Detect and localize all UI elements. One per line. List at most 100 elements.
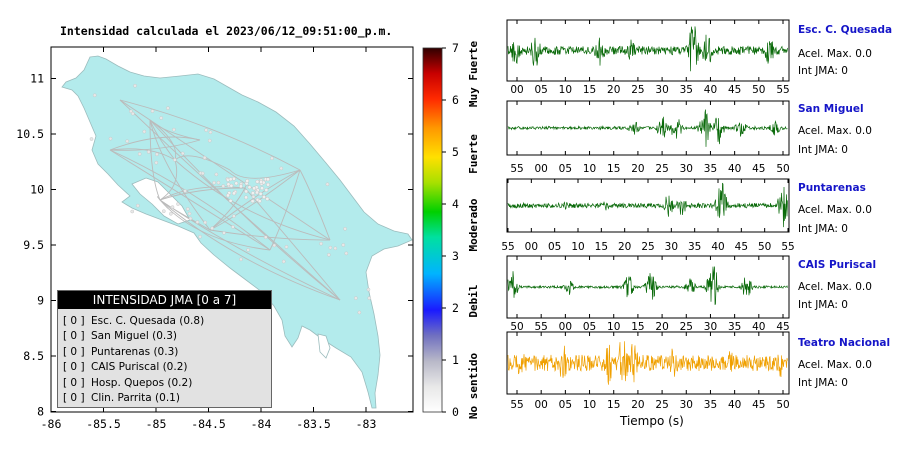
city-dot [208, 130, 213, 135]
road [159, 159, 178, 201]
city-dot [142, 129, 147, 134]
road [149, 119, 201, 141]
colorbar-level-label: Fuerte [467, 134, 480, 174]
city-dot [136, 203, 140, 208]
waveform-tick-label: 45 [752, 399, 765, 411]
legend-level: [ 0 ] [63, 392, 85, 405]
waveform-tick-label: 35 [704, 399, 717, 411]
city-dot [131, 111, 135, 116]
station-name: CAIS Puriscal [798, 259, 877, 271]
city-dot [150, 109, 155, 113]
legend-row: [ 0 ] Puntarenas (0.3) [63, 345, 271, 360]
waveform-tick-label: 45 [735, 241, 748, 253]
waveform-tick-label: 45 [776, 321, 789, 333]
city-dot [108, 136, 113, 141]
intensity-map-panel: Intensidad calculada el 2023/06/12_09:51… [16, 24, 480, 431]
city-dot [202, 155, 207, 160]
waveform-frame [506, 100, 790, 156]
road [244, 187, 341, 301]
colorbar-level-label: Debil [467, 284, 480, 317]
map-y-tick-label: 8 [37, 405, 44, 419]
waveform-tick-label: 40 [752, 321, 765, 333]
city-dot [251, 194, 256, 199]
waveform-tick-label: 50 [758, 241, 771, 253]
map-x-tick-label: -85 [146, 417, 167, 431]
map-x-tick-label: -83.5 [296, 417, 331, 431]
waveform-trace [507, 109, 788, 147]
waveform-panel: 00 05 10 15 20 25 30 35 40 45 50 55 55 00 05 10 15 20 25 30… [480, 0, 910, 460]
waveform-tick-label: 25 [680, 321, 693, 333]
waveform-tick-label: 35 [704, 163, 717, 175]
road [109, 148, 176, 161]
waveform-tick-label: 20 [618, 241, 631, 253]
city-dot [262, 195, 266, 199]
city-dot [180, 151, 185, 156]
city-dot [155, 152, 159, 157]
waveform-tick-label: 45 [752, 163, 765, 175]
city-dot [214, 172, 219, 177]
city-dot [319, 241, 323, 246]
city-dot [92, 93, 97, 98]
waveform-plot: 55 00 05 10 15 20 25 30 35 40 45 50 [506, 100, 790, 175]
legend-level: [ 0 ] [63, 376, 85, 389]
city-dot [221, 184, 226, 188]
city-dot [279, 166, 284, 171]
waveform-tick-label: 50 [776, 163, 789, 175]
waveform-tick-label: 35 [680, 84, 693, 96]
city-dot [212, 180, 216, 185]
map-y-tick-label: 11 [30, 72, 44, 86]
waveform-tick-label: 30 [680, 163, 693, 175]
city-dot [284, 245, 289, 249]
city-dot [172, 127, 176, 132]
waveform-tick-label: 15 [583, 84, 596, 96]
colorbar-tick-label: 5 [452, 145, 459, 159]
city-dot [216, 180, 221, 185]
waveform-tick-label: 10 [583, 399, 596, 411]
waveform-tick-label: 05 [548, 241, 561, 253]
city-dot [185, 207, 190, 211]
waveform-tick-label: 40 [711, 241, 724, 253]
map-x-axis: -86 -85.5 -85 -84.5 -84 -83.5 -83 [41, 47, 376, 431]
legend-level: [ 0 ] [63, 330, 85, 343]
waveform-tick-label: 55 [510, 163, 523, 175]
colorbar-tick-label: 3 [452, 249, 459, 263]
map-x-tick-label: -85.5 [86, 417, 121, 431]
legend-level: [ 0 ] [63, 315, 85, 327]
waveform-tick-label: 15 [607, 399, 620, 411]
colorbar-tick-label: 6 [452, 93, 459, 107]
city-dot [137, 152, 142, 156]
waveform-tick-label: 55 [534, 321, 547, 333]
station-accel: Acel. Max. 0.0 [798, 48, 872, 60]
waveform-tick-label: 50 [752, 84, 765, 96]
city-dot [263, 235, 268, 240]
intensity-colorbar [422, 47, 443, 413]
city-dot [232, 191, 236, 196]
road [299, 169, 331, 241]
city-dot [255, 190, 259, 195]
legend-title: INTENSIDAD JMA [0 a 7] [58, 291, 271, 309]
city-dot [244, 189, 249, 194]
road [149, 119, 176, 161]
road [149, 119, 161, 201]
colorbar-tick-label: 2 [452, 301, 459, 315]
city-dot [166, 106, 170, 110]
city-dot [232, 214, 236, 218]
waveform-tick-label: 35 [728, 321, 741, 333]
road-network [109, 99, 341, 301]
city-dot [173, 158, 177, 162]
waveform-tick-label: 00 [534, 399, 547, 411]
city-dot [133, 83, 137, 88]
colorbar-tick-label: 1 [452, 353, 459, 367]
waveform-tick-label: 10 [559, 84, 572, 96]
city-dot [357, 310, 362, 315]
city-dot [266, 177, 270, 182]
waveform-tick-label: 30 [704, 321, 717, 333]
city-dot [222, 231, 226, 235]
city-dot [176, 202, 180, 206]
city-dot [344, 251, 349, 256]
legend-row: [ 0 ] San Miguel (0.3) [63, 329, 271, 344]
map-y-tick-label: 10 [30, 183, 44, 197]
city-dot [257, 199, 262, 203]
city-dot [325, 182, 330, 187]
road [149, 119, 211, 231]
